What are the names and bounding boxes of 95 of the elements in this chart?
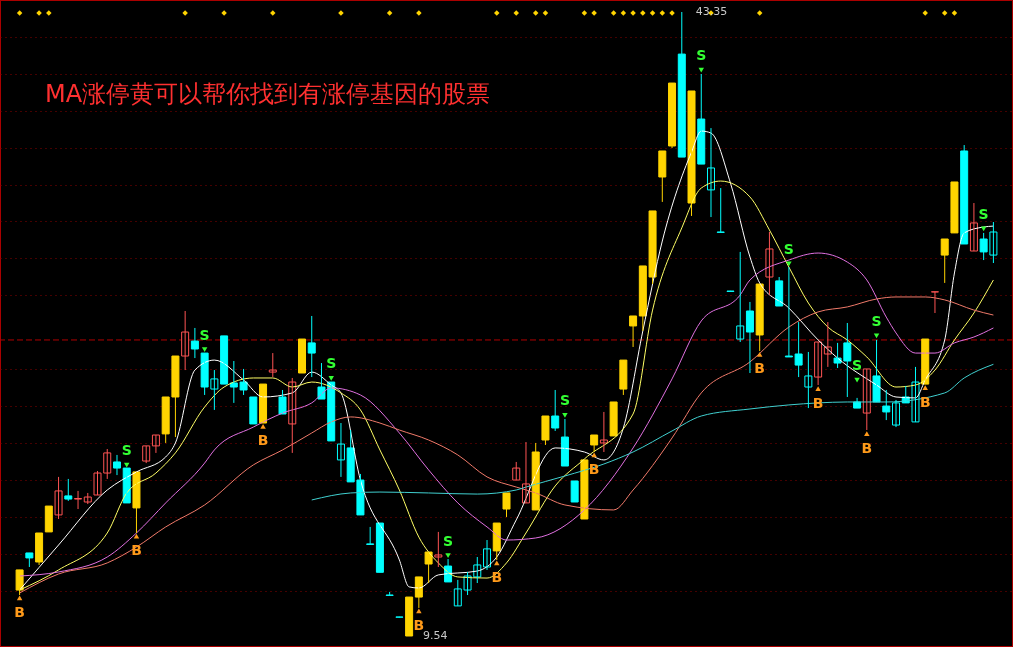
- candlestick: [25, 552, 34, 568]
- text: B: [812, 394, 824, 411]
- text: S: [121, 442, 132, 459]
- candlestick: [15, 569, 24, 596]
- candlestick: [424, 551, 433, 584]
- text: S: [783, 240, 794, 257]
- point: [532, 10, 539, 16]
- candlestick: [882, 389, 891, 421]
- text: B: [14, 603, 25, 620]
- point: [620, 10, 627, 16]
- candlestick: [950, 181, 959, 234]
- candlestick: [512, 461, 521, 481]
- point: [815, 386, 821, 391]
- text: S: [871, 312, 882, 329]
- text: B: [861, 439, 873, 456]
- candlestick: [405, 596, 414, 637]
- candlestick: [658, 150, 667, 203]
- text: B: [257, 432, 269, 449]
- point: [201, 347, 208, 353]
- point: [445, 553, 451, 558]
- point: [610, 10, 617, 16]
- candlestick: [551, 389, 560, 432]
- candlestick: [619, 359, 628, 396]
- point: [873, 333, 880, 339]
- candlestick: [502, 492, 511, 518]
- text: S: [852, 357, 863, 374]
- annotation: 9.54: [423, 629, 448, 642]
- candlestick: [687, 90, 696, 217]
- point: [922, 385, 928, 390]
- point: [659, 10, 666, 16]
- candlestick: [736, 251, 745, 343]
- candlestick: [609, 401, 618, 437]
- text: B: [413, 616, 425, 633]
- point: [328, 375, 334, 381]
- point: [941, 10, 948, 16]
- point: [581, 10, 588, 16]
- point: [513, 10, 519, 16]
- point: [542, 10, 549, 16]
- candlestick: [64, 478, 73, 502]
- point: [260, 423, 266, 429]
- text: S: [199, 326, 210, 343]
- candlestick: [765, 231, 774, 296]
- candlestick: [580, 459, 589, 520]
- point: [980, 226, 987, 232]
- candlestick: [375, 522, 384, 573]
- point: [756, 351, 763, 357]
- text: S: [326, 355, 337, 372]
- candlestick: [570, 480, 579, 503]
- candlestick: [54, 476, 63, 520]
- point: [46, 10, 52, 16]
- candlestick: [921, 338, 930, 385]
- candlestick: [268, 352, 277, 378]
- candlestick: [541, 415, 550, 446]
- candlestick: [259, 383, 268, 424]
- point: [494, 10, 500, 16]
- point: [133, 533, 140, 539]
- candlestick: [132, 471, 141, 534]
- point: [16, 10, 23, 16]
- candlestick: [74, 490, 83, 510]
- text: S: [559, 392, 570, 409]
- candlestick: [181, 310, 190, 371]
- text: S: [443, 532, 454, 549]
- point: [270, 10, 276, 16]
- series-label: S: [696, 47, 707, 64]
- text: B: [131, 542, 142, 559]
- candlestick: [122, 467, 131, 504]
- candlestick: [298, 338, 306, 374]
- point: [756, 10, 763, 16]
- text: S: [978, 205, 989, 222]
- candlestick: [366, 526, 375, 545]
- candlestick: [307, 315, 316, 378]
- text: B: [919, 393, 931, 410]
- point: [922, 10, 928, 16]
- candlestick: [44, 505, 53, 533]
- point: [864, 431, 870, 437]
- point: [951, 10, 958, 16]
- candlestick: [142, 445, 151, 464]
- point: [854, 377, 860, 383]
- point: [16, 595, 23, 601]
- text: B: [754, 360, 766, 377]
- series-label: B: [491, 568, 503, 585]
- candlestick: [278, 389, 287, 415]
- text: B: [588, 460, 600, 477]
- point: [649, 10, 656, 16]
- annotation: 43.35: [695, 5, 728, 18]
- point: [386, 10, 393, 16]
- point: [562, 412, 568, 418]
- text: MA涨停黄可以帮你找到有涨停基因的股票: [45, 80, 491, 108]
- candlestick: [872, 339, 881, 403]
- candlestick: [434, 531, 443, 568]
- candlestick: [940, 238, 949, 284]
- candlestick: [83, 492, 92, 505]
- candlestick: [716, 187, 725, 233]
- candlestick: [249, 396, 258, 425]
- candlestick: [930, 291, 939, 314]
